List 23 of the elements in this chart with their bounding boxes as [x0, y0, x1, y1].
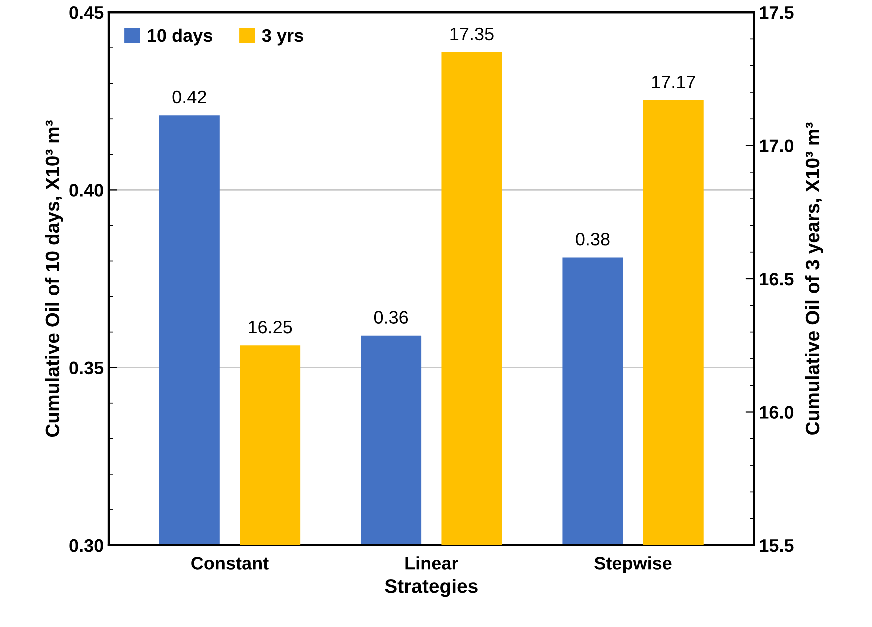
y2-tick-label: 17.5	[760, 6, 794, 20]
data-label: 16.25	[249, 320, 292, 334]
y2-tick-label: 15.5	[760, 540, 794, 552]
data-label: 0.42	[172, 90, 206, 104]
y2-tick-label: 16.0	[760, 406, 794, 419]
x-axis-title: Strategies	[385, 578, 478, 598]
y-tick-label: 0.45	[70, 6, 104, 20]
y-tick-label: 0.30	[70, 539, 104, 552]
data-label: 17.17	[652, 76, 696, 88]
data-label: 0.36	[374, 311, 408, 324]
x-tick-label: Constant	[192, 557, 269, 570]
y2-tick-label: 17.0	[760, 140, 794, 152]
x-tick-label: Stepwise	[594, 556, 672, 574]
y2-axis-title: Cumulative Oil of 3 years, X10³ m³	[805, 122, 824, 435]
data-label: 0.38	[576, 233, 610, 246]
y2-tick-label: 16.5	[760, 272, 794, 286]
legend-label: 3 yrs	[262, 29, 304, 46]
y-axis-title: Cumulative Oil of 10 days, X10³ m³	[45, 120, 64, 438]
data-label: 17.35	[450, 28, 494, 41]
y-tick-label: 0.40	[70, 184, 104, 197]
x-tick-label: Linear	[406, 556, 458, 570]
y-tick-label: 0.35	[70, 362, 104, 375]
legend-label: 10 days	[148, 28, 212, 46]
